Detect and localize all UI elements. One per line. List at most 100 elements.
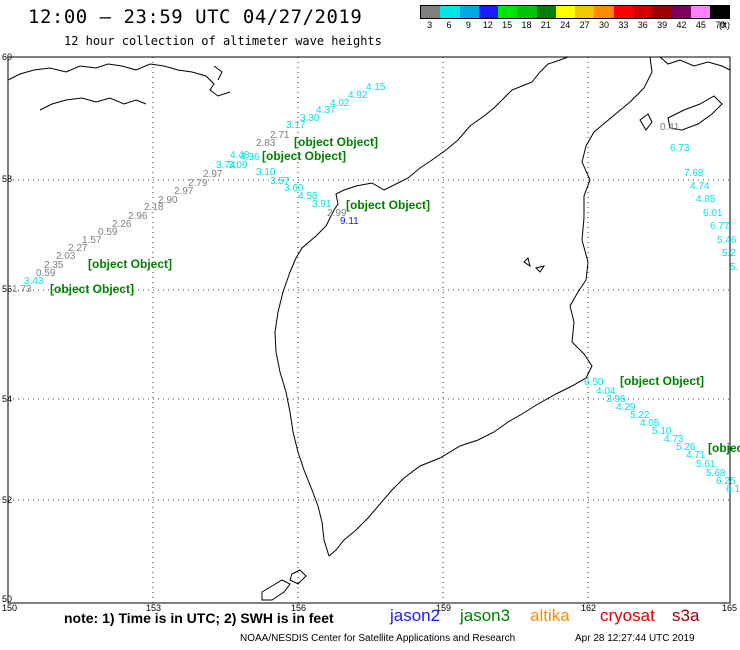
wave-height-value: 2.35 — [44, 260, 64, 271]
lat-tick: 58 — [2, 174, 12, 184]
wave-height-value: 2.99 — [327, 208, 347, 219]
lat-tick: 60 — [2, 52, 12, 62]
legend-swatch — [517, 6, 537, 18]
wave-height-value: 6.01 — [703, 208, 723, 219]
lon-tick: 162 — [581, 603, 596, 613]
wave-height-value: 3.17 — [286, 120, 306, 131]
footer-credit: NOAA/NESDIS Center for Satellite Applica… — [240, 633, 516, 644]
wave-height-value: 3.30 — [300, 113, 320, 124]
coast-north-east — [659, 56, 731, 71]
wave-height-value: 6.1 — [726, 484, 740, 495]
wave-height-value: 2.90 — [158, 195, 178, 206]
islet-2 — [535, 265, 546, 273]
wave-height-value: 4.71 — [686, 450, 706, 461]
lat-tick: 56 — [2, 284, 12, 294]
lon-tick: 156 — [291, 603, 306, 613]
legend-swatches — [420, 5, 730, 19]
wave-height-value: 3.74 — [216, 160, 236, 171]
legend-label: 27 — [579, 20, 590, 30]
coastline — [7, 56, 731, 601]
wave-height-value: 5.10 — [652, 426, 672, 437]
track-time-label: [object Object] — [620, 374, 704, 388]
wave-height-value: 6.77 — [710, 221, 730, 232]
magadan-bay — [39, 97, 147, 111]
legend-label: 9 — [465, 20, 471, 30]
wave-height-value: 2.71 — [270, 130, 290, 141]
wave-height-value: 5. — [730, 262, 738, 273]
wave-height-value: 4.36 — [240, 152, 260, 163]
wave-height-value: 4.04 — [596, 386, 616, 397]
wave-height-value: 0.59 — [36, 268, 56, 279]
legend-swatch — [440, 6, 460, 18]
islet-1 — [523, 257, 531, 268]
kamchatka-west-coast — [274, 182, 385, 557]
map-subtitle: 12 hour collection of altimeter wave hei… — [64, 34, 382, 48]
wave-height-value: 6.25 — [716, 476, 736, 487]
legend-label: 30 — [599, 20, 610, 30]
wave-height-value: 5.26 — [676, 442, 696, 453]
wave-height-value: 5.22 — [630, 410, 650, 421]
legend-swatch — [709, 6, 729, 18]
wave-height-value: 4.58 — [298, 191, 318, 202]
lat-tick: 50 — [2, 594, 12, 604]
observation-layer: 4.154.924.024.373.303.172.712.83 4.484.36… — [12, 82, 740, 495]
wave-height-value: 1.73 — [12, 284, 32, 295]
wave-height-value: 4.05 — [640, 418, 660, 429]
wave-height-value: 9.11 — [340, 216, 359, 227]
map-grid — [8, 57, 730, 603]
wave-height-value: 2.97 — [174, 186, 194, 197]
bering-island — [667, 95, 723, 131]
paramushir-island — [261, 579, 291, 601]
track-time-label: [object Object] — [88, 257, 172, 271]
legend-label: 42 — [676, 20, 687, 30]
legend-swatch — [478, 6, 498, 18]
legend-swatch — [421, 6, 441, 18]
legend-label: 15 — [502, 20, 513, 30]
lon-tick: 159 — [436, 603, 451, 613]
wave-height-value: 3.43 — [24, 276, 44, 287]
lon-tick: 150 — [2, 603, 17, 613]
legend-label: 45 — [695, 20, 706, 30]
satellite-cryosat: cryosat — [600, 606, 655, 625]
wave-height-value: 3.09 — [228, 160, 248, 171]
wave-height-value: 2.96 — [128, 211, 148, 222]
legend-swatch — [575, 6, 595, 18]
wave-height-value: 2.83 — [256, 138, 276, 149]
wave-height-value: 4.02 — [330, 98, 350, 109]
wave-height-value: 4.48 — [230, 150, 250, 161]
wave-height-value: 4.85 — [696, 194, 716, 205]
track-time-label: [object Object] — [294, 135, 378, 149]
legend-unit: (ft) — [719, 20, 730, 30]
karaginsky-island — [639, 113, 653, 131]
legend-swatch — [632, 6, 652, 18]
legend-labels: 3 6 9 12 15 18 21 24 27 30 33 36 39 42 45 70 — [420, 20, 730, 30]
wave-height-value: 4.73 — [664, 434, 684, 445]
wave-height-value: 0.59 — [98, 227, 118, 238]
legend-swatch — [498, 6, 518, 18]
map-title: 12:00 — 23:59 UTC 04/27/2019 — [28, 6, 363, 28]
wave-height-value: 3.91 — [312, 199, 332, 210]
legend-label: 21 — [540, 20, 551, 30]
color-legend: 3 6 9 12 15 18 21 24 27 30 33 36 39 42 45 70 (ft) — [420, 5, 730, 35]
legend-swatch — [652, 6, 672, 18]
footer-note: note: 1) Time is in UTC; 2) SWH is in fe… — [64, 610, 334, 626]
wave-height-value: 1.57 — [82, 235, 102, 246]
wave-height-value: 4.37 — [316, 105, 336, 116]
wave-height-value: 2.26 — [112, 219, 132, 230]
lon-tick: 153 — [146, 603, 161, 613]
wave-height-value: 2.03 — [56, 251, 76, 262]
legend-swatch — [459, 6, 479, 18]
satellite-jason2: jason2 — [390, 606, 441, 625]
wave-height-value: 0.41 — [660, 122, 680, 133]
track-time-label: [object Object] — [346, 198, 430, 212]
legend-label: 70 — [715, 20, 726, 30]
wave-height-value: 4.74 — [690, 181, 710, 192]
wave-height-value: 7.68 — [684, 168, 704, 179]
wave-height-value: 3.60 — [284, 183, 304, 194]
wave-height-value: 3.10 — [256, 167, 276, 178]
wave-height-value: 4.92 — [348, 90, 368, 101]
wave-height-value: 2.18 — [144, 202, 164, 213]
legend-label: 3 — [427, 20, 433, 30]
wave-height-value: 4.15 — [366, 82, 386, 93]
